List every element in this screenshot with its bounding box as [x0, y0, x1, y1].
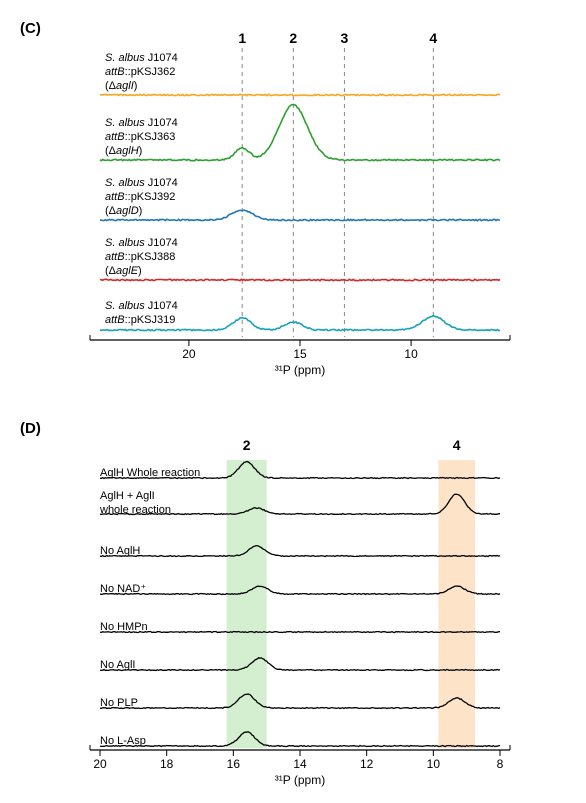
nmr-trace — [100, 279, 500, 280]
svg-text:20: 20 — [93, 757, 107, 771]
svg-text:8: 8 — [497, 757, 504, 771]
track-label: S. albus J1074attB::pKSJ392(ΔaglD) — [105, 177, 178, 218]
track-label: AglH + AglIwhole reaction — [100, 490, 171, 518]
track-label: S. albus J1074attB::pKSJ388(ΔaglE) — [105, 237, 178, 278]
track-label: S. albus J1074attB::pKSJ319 — [105, 300, 178, 328]
svg-text:14: 14 — [293, 757, 307, 771]
track-label: No AglH — [100, 545, 140, 559]
svg-text:³¹P (ppm): ³¹P (ppm) — [275, 363, 325, 377]
nmr-chart-c: 20 15 10 ³¹P (ppm) — [0, 0, 586, 400]
track-label: No L-Asp — [100, 735, 146, 749]
peak-label: 2 — [240, 437, 254, 453]
svg-text:³¹P (ppm): ³¹P (ppm) — [275, 773, 325, 787]
track-label: S. albus J1074attB::pKSJ363(ΔaglH) — [105, 117, 178, 158]
track-label: AglH Whole reaction — [100, 467, 200, 481]
peak-label: 1 — [235, 30, 249, 46]
track-label: No HMPn — [100, 621, 148, 635]
svg-text:18: 18 — [160, 757, 174, 771]
svg-text:10: 10 — [404, 347, 418, 361]
svg-text:20: 20 — [182, 347, 196, 361]
track-label: No PLP — [100, 697, 138, 711]
svg-text:16: 16 — [227, 757, 241, 771]
peak-label: 4 — [426, 30, 440, 46]
nmr-chart-d: 20 18 16 14 12 10 8 ³¹P (ppm) — [0, 403, 586, 803]
svg-text:10: 10 — [427, 757, 441, 771]
peak-label: 4 — [450, 437, 464, 453]
track-label: S. albus J1074attB::pKSJ362(ΔaglI) — [105, 52, 178, 93]
svg-text:12: 12 — [360, 757, 374, 771]
peak-label: 2 — [286, 30, 300, 46]
track-label: No NAD⁺ — [100, 583, 146, 597]
peak-label: 3 — [337, 30, 351, 46]
nmr-trace — [100, 94, 500, 95]
track-label: No AglI — [100, 659, 135, 673]
svg-text:15: 15 — [293, 347, 307, 361]
